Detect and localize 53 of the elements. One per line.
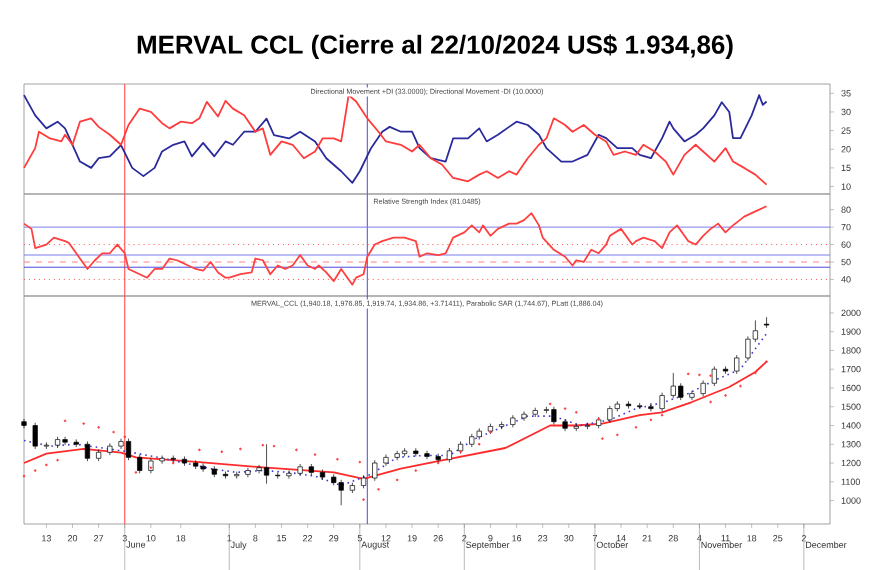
- candlestick: [84, 441, 91, 462]
- candlestick: [637, 402, 643, 408]
- candlestick: [107, 442, 113, 456]
- candlestick: [394, 450, 400, 461]
- line-series: [23, 360, 768, 480]
- candlestick: [543, 406, 549, 414]
- candlestick: [125, 438, 132, 461]
- candlestick: [711, 366, 717, 387]
- candlestick: [745, 336, 751, 362]
- candlestick: [372, 459, 378, 482]
- candlestick: [360, 474, 367, 489]
- candlestick: [402, 447, 408, 457]
- candlestick: [222, 471, 229, 479]
- candlestick: [54, 436, 61, 449]
- candlestick: [245, 467, 251, 478]
- candlestick: [118, 438, 124, 450]
- candlestick: [476, 427, 482, 440]
- candlestick: [532, 407, 538, 418]
- candlestick: [734, 354, 740, 375]
- candlestick: [137, 454, 143, 474]
- candlestick: [469, 433, 475, 448]
- candlestick: [286, 470, 292, 479]
- candlestick: [446, 447, 452, 463]
- candlestick: [700, 380, 706, 397]
- candlestick: [234, 471, 240, 479]
- candlestick: [256, 464, 262, 474]
- candlestick: [562, 418, 568, 432]
- candlestick: [499, 421, 505, 430]
- candlestick: [338, 479, 344, 506]
- candlestick: [521, 411, 527, 422]
- candlestick: [383, 454, 389, 467]
- candlestick: [319, 469, 326, 481]
- candlestick: [349, 482, 355, 494]
- candlestick: [551, 406, 557, 425]
- candlestick: [659, 392, 665, 412]
- candlestick: [263, 443, 270, 485]
- candlestick: [331, 473, 337, 486]
- candlestick: [96, 449, 102, 462]
- candlestick: [510, 414, 516, 428]
- candlestick: [670, 372, 676, 399]
- candlestick: [607, 405, 613, 424]
- candlestick: [211, 465, 217, 478]
- candlestick: [297, 463, 303, 477]
- chart-title: MERVAL CCL (Cierre al 22/10/2024 US$ 1.934,86): [137, 34, 733, 59]
- candlestick: [32, 422, 38, 450]
- candlestick: [689, 390, 695, 401]
- candlestick: [43, 442, 49, 450]
- candlestick: [308, 463, 314, 476]
- candlestick: [159, 455, 165, 465]
- candlestick: [678, 382, 684, 401]
- candlestick: [573, 423, 579, 432]
- candlestick: [763, 316, 770, 329]
- candlestick: [584, 422, 591, 430]
